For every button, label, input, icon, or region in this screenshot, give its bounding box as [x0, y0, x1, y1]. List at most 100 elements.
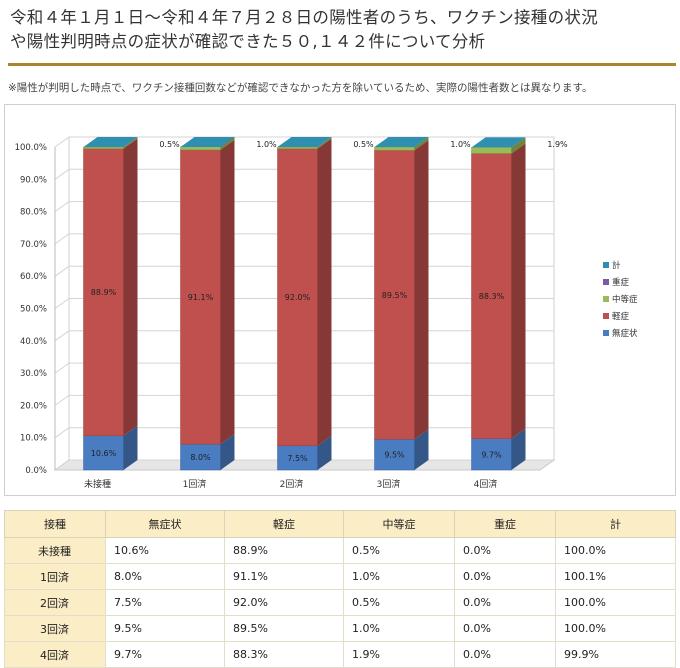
bar-segment: [471, 147, 512, 154]
legend-swatch: [603, 262, 609, 268]
bar-segment: [83, 435, 124, 471]
table-cell: 91.1%: [224, 563, 344, 590]
y-tick-label: 10.0%: [20, 434, 47, 444]
legend-label: 無症状: [612, 328, 638, 339]
data-label: 1.0%: [256, 140, 277, 149]
bar-segment-side: [220, 434, 235, 470]
legend-swatch: [603, 313, 609, 319]
data-label: 0.5%: [159, 140, 180, 149]
table-cell: 89.5%: [224, 615, 344, 642]
table-header-cell: 重症: [454, 510, 556, 538]
y-tick-label: 0.0%: [25, 466, 47, 476]
data-label: 8.0%: [190, 453, 211, 462]
table-cell: 0.5%: [343, 589, 455, 616]
y-tick-label: 20.0%: [20, 401, 47, 411]
table-cell: 9.7%: [105, 641, 225, 668]
bar-segment-side: [511, 143, 526, 439]
bar-segment: [83, 148, 124, 437]
table-cell: 1.9%: [343, 641, 455, 668]
table-row: 未接種 10.6% 88.9% 0.5% 0.0% 100.0%: [4, 537, 676, 564]
bar-segment-side: [317, 435, 332, 470]
y-tick-label: 80.0%: [20, 208, 47, 218]
table-cell: 0.0%: [454, 615, 556, 642]
page-title: 令和４年１月１日～令和４年７月２８日の陽性者のうち、ワクチン接種の状況 や陽性判…: [10, 6, 674, 54]
table-cell: 1.0%: [343, 615, 455, 642]
chart-container: 0.0% 10.0% 20.0% 30.0% 40.0% 50.0% 60.0% 70.0% 8…: [4, 104, 676, 496]
data-label: 9.7%: [481, 450, 502, 459]
x-tick-label: 2回済: [280, 478, 304, 490]
bar-segment-side: [414, 429, 429, 470]
legend-label: 重症: [612, 277, 630, 288]
y-tick-label: 70.0%: [20, 240, 47, 250]
data-label: 91.1%: [188, 293, 214, 302]
table-row-header: 2回済: [4, 589, 106, 616]
bar-segment-side: [123, 138, 138, 436]
data-label: 1.9%: [547, 140, 568, 149]
table-cell: 100.0%: [555, 615, 676, 642]
table-row: 3回済 9.5% 89.5% 1.0% 0.0% 100.0%: [4, 615, 676, 642]
legend-swatch: [603, 296, 609, 302]
x-tick-label: 1回済: [183, 478, 207, 490]
table-cell: 88.9%: [224, 537, 344, 564]
bar-segment-side: [414, 137, 429, 151]
table-row-header: 1回済: [4, 563, 106, 590]
table-header-cell: 接種: [4, 510, 106, 538]
table-cell: 0.0%: [454, 563, 556, 590]
legend-label: 軽症: [612, 311, 630, 322]
stacked-bar-chart: 0.0% 10.0% 20.0% 30.0% 40.0% 50.0% 60.0% 70.0% 8…: [15, 136, 638, 490]
table-cell: 92.0%: [224, 589, 344, 616]
bar-top-cap: [374, 137, 429, 147]
bar-segment-side: [511, 137, 526, 154]
table-cell: 0.5%: [343, 537, 455, 564]
legend-label: 中等症: [612, 294, 638, 305]
data-label: 10.6%: [91, 449, 117, 458]
data-label: 9.5%: [384, 451, 405, 460]
bar-segment-side: [511, 428, 526, 470]
y-tick-label: 90.0%: [20, 175, 47, 185]
legend-swatch: [603, 330, 609, 336]
table-cell: 0.0%: [454, 589, 556, 616]
table-cell: 10.6%: [105, 537, 225, 564]
data-label: 89.5%: [382, 291, 408, 300]
bar-segment-side: [220, 139, 235, 445]
x-tick-label: 4回済: [474, 478, 498, 490]
table-cell: 99.9%: [555, 641, 676, 668]
bar-segment: [277, 146, 318, 149]
y-tick-label: 60.0%: [20, 272, 47, 282]
table-row-header: 3回済: [4, 615, 106, 642]
table-cell: 88.3%: [224, 641, 344, 668]
bar-segment: [471, 438, 512, 471]
x-tick-label: 3回済: [377, 478, 401, 490]
title-line-2: や陽性判明時点の症状が確認できた５０,１４２件について分析: [10, 32, 486, 51]
bar-top-cap: [277, 137, 332, 147]
legend-label: 計: [612, 260, 621, 271]
bar-segment-side: [220, 136, 235, 150]
bar-segment: [180, 443, 221, 471]
bar-segment-side: [123, 425, 138, 470]
bar-segment: [180, 146, 221, 151]
bar-segment-side: [317, 137, 332, 149]
y-tick-label: 40.0%: [20, 337, 47, 347]
title-divider: [8, 63, 676, 66]
data-label: 88.3%: [479, 292, 505, 301]
data-table: 接種 無症状 軽症 中等症 重症 計 未接種 10.6% 88.9% 0.5% …: [4, 510, 676, 668]
table-cell: 100.1%: [555, 563, 676, 590]
table-header-cell: 中等症: [343, 510, 455, 538]
bar-segment: [83, 146, 124, 149]
y-tick-label: 30.0%: [20, 369, 47, 379]
data-label: 0.5%: [353, 140, 374, 149]
table-row: 4回済 9.7% 88.3% 1.9% 0.0% 99.9%: [4, 641, 676, 668]
table-row: 1回済 8.0% 91.1% 1.0% 0.0% 100.1%: [4, 563, 676, 590]
table-row-header: 未接種: [4, 537, 106, 564]
table-header-cell: 軽症: [224, 510, 344, 538]
data-label: 92.0%: [285, 293, 311, 302]
data-label: 1.0%: [450, 140, 471, 149]
bar-segment-side: [414, 140, 429, 440]
bar-top-cap: [180, 137, 235, 147]
table-cell: 100.0%: [555, 537, 676, 564]
data-label: 7.5%: [287, 454, 308, 463]
bar-segment: [277, 148, 318, 447]
legend-swatch: [603, 279, 609, 285]
table-cell: 8.0%: [105, 563, 225, 590]
table-cell: 0.0%: [454, 641, 556, 668]
